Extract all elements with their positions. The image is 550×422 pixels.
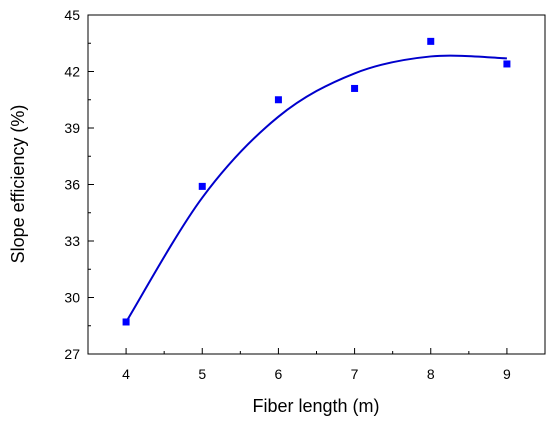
x-tick-label: 6 (275, 366, 283, 382)
data-points (122, 37, 511, 326)
x-tick-label: 8 (427, 366, 435, 382)
y-tick-label: 42 (64, 64, 80, 80)
y-tick-label: 45 (64, 7, 80, 23)
data-point (274, 96, 282, 104)
y-axis: 27 30 33 36 39 42 45 (64, 7, 94, 362)
x-axis-title: Fiber length (m) (252, 396, 379, 416)
y-tick-label: 36 (64, 177, 80, 193)
data-point (427, 37, 435, 45)
y-tick-label: 27 (64, 346, 80, 362)
fit-curve (125, 54, 507, 323)
y-tick-label: 39 (64, 120, 80, 136)
x-tick-label: 5 (198, 366, 206, 382)
data-point (198, 182, 206, 190)
x-tick-label: 7 (351, 366, 359, 382)
x-tick-label: 9 (503, 366, 511, 382)
x-axis: 4 5 6 7 8 9 (87, 348, 546, 382)
y-tick-label: 33 (64, 233, 80, 249)
data-point (122, 318, 130, 326)
x-tick-label: 4 (122, 366, 130, 382)
data-point (503, 60, 511, 68)
y-axis-title: Slope efficiency (%) (8, 105, 28, 264)
plot-frame (87, 14, 546, 355)
data-point (351, 84, 359, 92)
y-tick-label: 30 (64, 290, 80, 306)
